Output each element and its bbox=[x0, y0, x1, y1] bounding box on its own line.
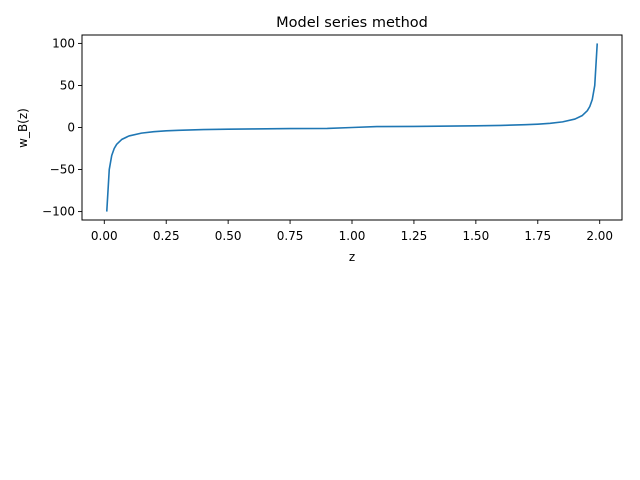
x-tick-label: 1.00 bbox=[339, 229, 366, 243]
x-tick-label: 1.50 bbox=[462, 229, 489, 243]
y-tick-label: 0 bbox=[67, 121, 75, 135]
y-axis-label: w_B(z) bbox=[16, 108, 30, 148]
x-tick-label: 1.75 bbox=[524, 229, 551, 243]
x-tick-label: 0.50 bbox=[215, 229, 242, 243]
y-tick-label: −100 bbox=[42, 205, 75, 219]
x-tick-label: 0.00 bbox=[91, 229, 118, 243]
plot-area bbox=[105, 43, 599, 212]
chart-title: Model series method bbox=[276, 15, 428, 31]
x-tick-label: 0.75 bbox=[277, 229, 304, 243]
axes-frame bbox=[81, 34, 623, 221]
x-tick-label: 0.25 bbox=[153, 229, 180, 243]
y-tick-label: 100 bbox=[52, 36, 75, 50]
x-tick-label: 2.00 bbox=[586, 229, 613, 243]
y-tick-label: 50 bbox=[60, 78, 75, 92]
y-tick-label: −50 bbox=[50, 163, 75, 177]
x-axis-label: z bbox=[349, 250, 355, 264]
series-line-0 bbox=[105, 43, 599, 212]
x-tick-label: 1.25 bbox=[401, 229, 428, 243]
axis-ticks: 0.00 0.25 0.50 0.75 1.00 1.25 1.50 1.75 2.00 −100… bbox=[42, 36, 613, 243]
